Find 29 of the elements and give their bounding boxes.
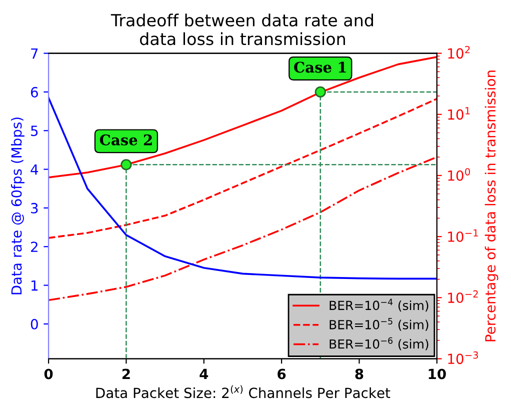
y2-tick-label: 10$^{−1}$ [448,229,478,242]
y2-axis-title: Percentage of data loss in transmission [484,70,498,342]
legend-label: BER=10$^{−6}$ (sim) [330,337,428,350]
y-tick-label: 3 [31,202,38,214]
y2-tick-label: 10$^{−3}$ [448,351,478,364]
x-tick-label: 8 [355,368,364,380]
annotation: Case 1 [294,62,346,73]
y-tick-label: 7 [31,48,38,59]
y-tick-label: 5 [31,126,38,136]
y-tick-label: 0 [30,318,38,330]
y2-tick-label: 10$^{1}$ [448,107,470,120]
y2-tick-label: 10$^{0}$ [448,168,470,181]
x-tick-label: 10 [428,368,446,380]
x-tick-label: 2 [122,368,130,380]
annotation: Case 2 [100,134,152,146]
legend-label: BER=10$^{−4}$ (sim) [330,298,428,312]
y2-tick-label: 10$^{2}$ [448,46,470,59]
x-tick-label: 0 [44,368,53,380]
y-axis-title: Data rate @ 60fps (Mbps) [10,118,24,294]
chart-title: Tradeoff between data rate and data loss in transmission [110,14,373,46]
y-tick-label: 6 [30,86,38,98]
x-tick-label: 6 [278,368,286,380]
y2-tick-label: 10$^{−2}$ [448,290,478,304]
y-tick-label: 2 [31,242,38,252]
y-tick-label: 4 [30,164,38,175]
x-tick-label: 4 [200,368,208,380]
x-axis-title: Data Packet Size: 2$^{(x)}$ Channels Per Packet [96,385,390,398]
y-tick-label: 1 [32,280,38,291]
legend-label: BER=10$^{−5}$ (sim) [330,318,428,331]
